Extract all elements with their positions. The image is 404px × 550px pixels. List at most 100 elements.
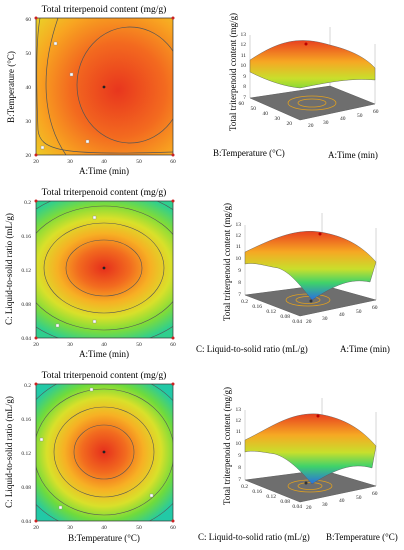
contour-3-optimum-point: [102, 450, 106, 454]
x-tick-label: 20: [308, 123, 314, 129]
contour-2-ylabel: C: Liquid-to-solid ratio (mL/g): [4, 213, 14, 325]
y-tick-label: 0.08: [21, 302, 31, 308]
contour-2-frame: [35, 200, 174, 339]
contour-1-optimum-point: [102, 85, 106, 89]
contour-2-xlabel: A:Time (min): [79, 349, 129, 359]
z-tick-label: 9: [243, 74, 246, 80]
z-tick-label: 13: [241, 32, 247, 38]
x-tick-label: 50: [356, 495, 362, 501]
x-tick-label: 60: [372, 305, 378, 311]
contour-3-xticks: 20 30 40 50 60: [33, 525, 176, 531]
contour-1-xticks: 20 30 40 50 60: [33, 159, 176, 165]
surface-3-zlabel: Total triterpenoid content (mg/g): [222, 387, 232, 505]
surface-2-zticks: 7 8 9 10 11 12 13: [236, 222, 242, 298]
contour-1-frame: [35, 17, 174, 156]
design-point: [55, 323, 60, 328]
surface-3-yticks: 0.2 0.16 0.12 0.08 0.04: [241, 484, 302, 510]
contour-plot-3: Total triterpenoid content (mg/g) 20 30: [4, 370, 176, 543]
contour-1-ylabel: B:Temperature (°C): [6, 51, 16, 123]
x-tick-label: 20: [306, 505, 312, 511]
y-tick-label: 0.12: [21, 268, 31, 274]
y-tick-label: 20: [287, 121, 293, 127]
contour-plot-1: Total triterpenoid content (mg/g) 20 30 …: [6, 4, 176, 176]
z-tick-label: 12: [241, 42, 247, 48]
contour-2-optimum-point: [102, 266, 106, 270]
y-tick-label: 50: [251, 106, 257, 112]
z-tick-label: 9: [238, 268, 241, 274]
contour-2-design-points: [55, 215, 97, 328]
y-tick-label: 40: [263, 111, 269, 117]
surface-2-mesh: [244, 231, 377, 301]
y-tick-label: 30: [26, 119, 32, 125]
y-tick-label: 0.04: [21, 336, 31, 342]
z-tick-label: 10: [236, 256, 242, 262]
contour-2-yticks: 0.04 0.08 0.12 0.16 0.2: [21, 200, 31, 342]
contour-3-lines: [36, 384, 173, 521]
design-point: [53, 41, 58, 46]
contour-1-design-points: [40, 41, 90, 150]
surface-plot-2: 7 8 9 10 11 12 13 Total triterpenoid con…: [196, 203, 390, 354]
surface-1-floor: [249, 85, 376, 121]
contour-3-xlabel: B:Temperature (°C): [68, 533, 140, 543]
surface-2-peak-point: [318, 232, 322, 236]
contour-1-line-b: [45, 18, 67, 155]
y-tick-label: 0.12: [266, 309, 276, 315]
surface-3-low-point: [304, 481, 308, 485]
surface-1-zlabel: Total triterpenoid content (mg/g): [228, 13, 238, 131]
surface-3-ylabel: C: Liquid-to-solid ratio (mL/g): [198, 532, 310, 542]
surface-2-yticks: 0.2 0.16 0.12 0.08 0.04: [241, 299, 302, 325]
y-tick-label: 50: [26, 51, 32, 57]
contour-3-frame: [35, 383, 174, 522]
x-tick-label: 40: [101, 159, 107, 165]
y-tick-label: 0.2: [241, 484, 248, 490]
y-tick-label: 0.08: [280, 314, 290, 320]
x-tick-label: 40: [340, 116, 346, 122]
contour-3-design-points: [39, 387, 154, 510]
z-tick-label: 7: [238, 477, 241, 483]
surface-1-mesh: [249, 40, 376, 89]
x-tick-label: 30: [323, 120, 329, 126]
surface-2-xlabel: A:Time (min): [340, 344, 390, 354]
y-tick-label: 0.12: [21, 451, 31, 457]
contour-2-xticks: 20 30 40 50 60: [33, 342, 176, 348]
x-tick-label: 50: [136, 159, 142, 165]
z-tick-label: 8: [238, 465, 241, 471]
x-tick-label: 30: [67, 525, 73, 531]
design-point: [89, 387, 94, 392]
x-tick-label: 50: [136, 342, 142, 348]
surface-plot-1: 7 8 9 10 11 12 13 Total triterpenoid con…: [213, 13, 379, 160]
y-tick-label: 0.2: [24, 200, 31, 206]
surface-1-zticks: 7 8 9 10 11 12 13: [241, 32, 247, 101]
x-tick-label: 30: [322, 316, 328, 322]
z-tick-label: 12: [236, 418, 242, 424]
surface-1-xlabel: A:Time (min): [328, 150, 378, 160]
x-tick-label: 60: [372, 491, 378, 497]
contour-1-xlabel: A:Time (min): [79, 166, 129, 176]
y-tick-label: 0.2: [241, 299, 248, 305]
x-tick-label: 20: [33, 525, 39, 531]
x-tick-label: 30: [67, 159, 73, 165]
contour-3-corner-markers: [34, 382, 175, 523]
x-tick-label: 30: [322, 502, 328, 508]
z-tick-label: 13: [236, 222, 242, 228]
x-tick-label: 20: [33, 159, 39, 165]
surface-3-zticks: 7 8 9 10 11 12 13: [236, 407, 242, 483]
surface-2-ylabel: C: Liquid-to-solid ratio (mL/g): [196, 344, 308, 354]
contour-plot-2: Total triterpenoid content (mg/g) 20 30 …: [4, 187, 176, 359]
z-tick-label: 7: [238, 292, 241, 298]
y-tick-label: 0.04: [21, 519, 31, 525]
surface-3-mesh: [244, 413, 377, 485]
x-tick-label: 60: [170, 342, 176, 348]
design-point: [149, 493, 154, 498]
contour-1-line-a: [76, 26, 173, 144]
y-tick-label: 60: [239, 101, 245, 107]
z-tick-label: 8: [243, 84, 246, 90]
surface-1-ylabel: B:Temperature (°C): [213, 148, 285, 158]
surface-3-floor: [244, 469, 377, 503]
x-tick-label: 20: [306, 319, 312, 325]
z-tick-label: 10: [236, 441, 242, 447]
design-point: [92, 215, 97, 220]
surface-3-xlabel: B:Temperature (°C): [326, 532, 398, 542]
contour-2-lines: [36, 201, 173, 338]
